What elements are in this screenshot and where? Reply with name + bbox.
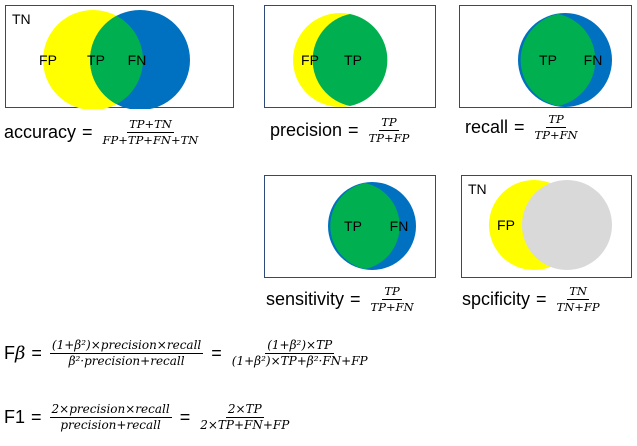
f1-numerator-2: 2×TP <box>225 402 264 418</box>
specificity-numerator: TN <box>567 284 589 300</box>
sensitivity-fraction: TP TP+FN <box>369 284 416 315</box>
tp-intersection <box>330 183 400 269</box>
fbeta-name: Fβ <box>4 343 25 364</box>
equals-sign: = <box>31 407 42 427</box>
f1-numerator-1: 2×precision×recall <box>49 402 172 418</box>
fp-label: FP <box>497 217 515 233</box>
specificity-denominator: TN+FP <box>556 300 600 314</box>
recall-numerator: TP <box>546 112 566 128</box>
tp-label: TP <box>539 52 557 68</box>
tn-label: TN <box>468 181 487 197</box>
accuracy-numerator: TP+TN <box>127 117 174 133</box>
recall-formula: recall = TP TP+FN <box>465 112 582 143</box>
recall-name: recall <box>465 117 509 137</box>
f1-formula: F1 = 2×precision×recall precision+recall… <box>4 402 293 433</box>
fbeta-formula: Fβ = (1+β²)×precision×recall β²·precisio… <box>4 338 372 369</box>
fbeta-fraction-2: (1+β²)×TP (1+β²)×TP+β²·FN+FP <box>230 338 370 369</box>
equals-sign: = <box>211 343 222 363</box>
tp-intersection <box>90 15 143 105</box>
tp-label: TP <box>87 52 105 68</box>
tp-label: TP <box>344 218 362 234</box>
fbeta-numerator-1: (1+β²)×precision×recall <box>49 338 204 354</box>
precision-denominator: TP+FP <box>368 131 410 145</box>
precision-formula: precision = TP TP+FP <box>270 115 413 146</box>
sensitivity-name: sensitivity <box>266 289 345 309</box>
fn-label: FN <box>390 218 409 234</box>
sensitivity-formula: sensitivity = TP TP+FN <box>266 284 418 315</box>
fbeta-denominator-2: (1+β²)×TP+β²·FN+FP <box>231 354 368 368</box>
fbeta-denominator-1: β²·precision+recall <box>68 354 185 368</box>
fp-label: FP <box>39 52 57 68</box>
equals-sign: = <box>31 343 42 363</box>
recall-denominator: TP+FN <box>534 128 578 142</box>
fn-label: FN <box>128 52 147 68</box>
precision-venn-panel: FP TP <box>264 5 436 108</box>
tp-label: TP <box>344 52 362 68</box>
tn-label: TN <box>12 11 31 27</box>
fbeta-fraction-1: (1+β²)×precision×recall β²·precision+rec… <box>49 338 204 369</box>
fn-label: FN <box>584 52 603 68</box>
f1-denominator-2: 2×TP+FN+FP <box>200 418 290 432</box>
f1-denominator-1: precision+recall <box>60 418 161 432</box>
precision-fraction: TP TP+FP <box>367 115 412 146</box>
precision-numerator: TP <box>379 115 399 131</box>
equals-sign: = <box>179 407 191 427</box>
specificity-venn-diagram: FP <box>489 180 612 270</box>
specificity-name: spcificity <box>462 289 531 309</box>
accuracy-denominator: FP+TP+FN+TN <box>102 133 199 147</box>
sensitivity-venn-diagram: TP FN <box>328 182 416 270</box>
sensitivity-venn-panel: TP FN <box>264 175 436 278</box>
specificity-fraction: TN TN+FP <box>555 284 602 315</box>
accuracy-name: accuracy <box>4 122 77 142</box>
fbeta-f: F <box>4 343 15 363</box>
accuracy-venn-panel: TN FP TP FN <box>5 5 234 109</box>
f1-fraction-2: 2×TP 2×TP+FN+FP <box>198 402 291 433</box>
fbeta-numerator-2: (1+β²)×TP <box>265 338 335 354</box>
f1-name: F1 <box>4 407 26 427</box>
tn-circle <box>522 180 612 270</box>
equals-sign: = <box>348 120 359 140</box>
recall-venn-panel: TP FN <box>459 5 632 108</box>
fbeta-beta: β <box>15 343 26 364</box>
equals-sign: = <box>82 122 93 142</box>
tp-intersection <box>312 14 388 106</box>
equals-sign: = <box>536 289 547 309</box>
precision-venn-diagram: FP TP <box>293 13 388 107</box>
sensitivity-denominator: TP+FN <box>370 300 414 314</box>
accuracy-venn-diagram: FP TP FN <box>39 10 190 109</box>
precision-name: precision <box>270 120 343 140</box>
recall-fraction: TP TP+FN <box>533 112 580 143</box>
f1-fraction-1: 2×precision×recall precision+recall <box>49 402 172 433</box>
equals-sign: = <box>514 117 525 137</box>
accuracy-formula: accuracy = TP+TN FP+TP+FN+TN <box>4 117 202 148</box>
specificity-venn-panel: TN FP <box>461 175 632 278</box>
accuracy-fraction: TP+TN FP+TP+FN+TN <box>101 117 201 148</box>
specificity-formula: spcificity = TN TN+FP <box>462 284 604 315</box>
sensitivity-numerator: TP <box>382 284 402 300</box>
equals-sign: = <box>350 289 361 309</box>
tp-intersection <box>520 14 596 106</box>
recall-venn-diagram: TP FN <box>518 13 612 107</box>
fp-label: FP <box>301 52 319 68</box>
